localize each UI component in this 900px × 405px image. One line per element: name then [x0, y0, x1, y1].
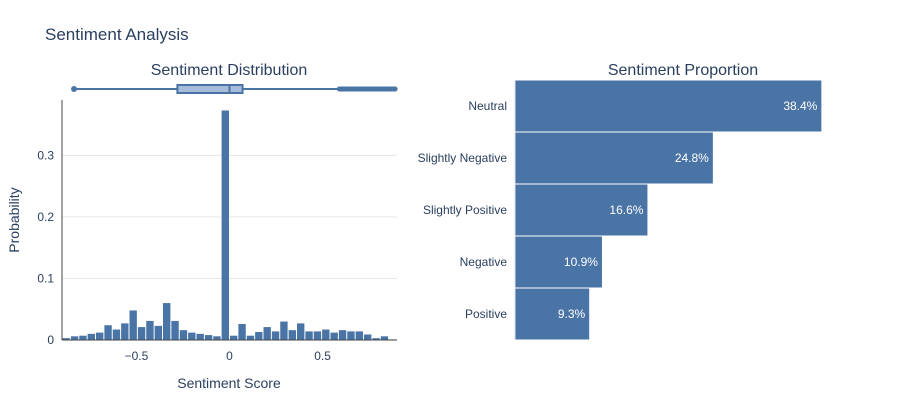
histogram-bar [230, 335, 238, 340]
histogram-bar [137, 327, 146, 340]
histogram-bars [62, 110, 397, 340]
histogram-bar [62, 338, 70, 340]
proportion-category-label: Slightly Positive [423, 203, 507, 217]
histogram-x-axis-title: Sentiment Score [177, 375, 281, 391]
histogram-bar [129, 310, 137, 340]
histogram-bar [330, 332, 338, 340]
histogram-y-tick-label: 0.2 [37, 210, 54, 224]
histogram-bar [372, 338, 380, 340]
proportion-bar [515, 184, 648, 236]
histogram-bar [213, 336, 221, 340]
histogram-bar [171, 320, 179, 340]
proportion-value-label: 16.6% [609, 203, 643, 217]
histogram-bar [280, 321, 288, 340]
histogram-bar [112, 329, 121, 340]
histogram-bar [288, 330, 296, 340]
page-title: Sentiment Analysis [45, 25, 189, 44]
histogram-bar [70, 336, 79, 340]
histogram-bar [347, 331, 355, 340]
proportion-value-label: 10.9% [564, 255, 598, 269]
histogram-x-tick-label: 0.5 [314, 349, 331, 363]
histogram-bar [271, 331, 280, 340]
histogram-axes: 0 0.1 0.2 0.3 −0.5 0 0.5 [37, 100, 397, 363]
proportion-value-label: 24.8% [675, 151, 709, 165]
histogram-gridlines [62, 154, 397, 279]
histogram-bar [79, 335, 87, 340]
histogram-bar [255, 332, 263, 340]
histogram-bar [188, 332, 196, 340]
proportion-title: Sentiment Proportion [608, 62, 758, 79]
proportion-value-label: 9.3% [558, 307, 586, 321]
marginal-box-plot[interactable] [71, 84, 398, 94]
histogram-bar [179, 330, 188, 340]
histogram-bar [154, 325, 162, 340]
proportion-bar [515, 236, 602, 288]
histogram-bar [364, 334, 372, 340]
proportion-bar [515, 80, 822, 132]
histogram-title: Sentiment Distribution [151, 62, 308, 79]
proportion-bar [515, 132, 713, 184]
proportion-category-label: Negative [460, 255, 508, 269]
histogram-bar [263, 327, 271, 340]
proportion-bar [515, 288, 590, 340]
proportion-value-label: 38.4% [783, 99, 817, 113]
histogram-x-tick-label: −0.5 [125, 349, 149, 363]
histogram-y-tick-label: 0.3 [37, 148, 54, 162]
histogram-bar [338, 330, 347, 340]
histogram-bar [305, 331, 313, 340]
histogram-bar [380, 336, 389, 340]
histogram-y-axis-title: Probability [6, 187, 22, 252]
histogram-bar [221, 110, 229, 340]
histogram-bar [313, 331, 322, 340]
histogram-bar [87, 333, 95, 340]
histogram-bar [322, 329, 330, 340]
histogram-bar [121, 323, 129, 340]
histogram-bar [163, 303, 171, 340]
proportion-category-label: Neutral [468, 99, 507, 113]
proportion-category-label: Slightly Negative [418, 151, 508, 165]
histogram-y-tick-label: 0.1 [37, 271, 54, 285]
histogram-bar [297, 323, 305, 340]
histogram-bar [204, 335, 213, 340]
histogram-bar [104, 325, 112, 340]
histogram-y-tick-label: 0 [47, 333, 54, 347]
box-iqr[interactable] [176, 84, 244, 94]
histogram-bar [96, 332, 104, 340]
histogram-x-tick-label: 0 [226, 349, 233, 363]
histogram-bar [146, 320, 154, 340]
proportion-category-label: Positive [465, 307, 507, 321]
histogram-bar [196, 333, 204, 340]
histogram-bar [238, 324, 246, 340]
histogram-bar [355, 331, 363, 340]
histogram-bar [246, 335, 255, 340]
proportion-bars: Neutral 38.4% Slightly Negative 24.8% Slight… [418, 80, 822, 340]
box-lower-outlier [71, 86, 78, 92]
